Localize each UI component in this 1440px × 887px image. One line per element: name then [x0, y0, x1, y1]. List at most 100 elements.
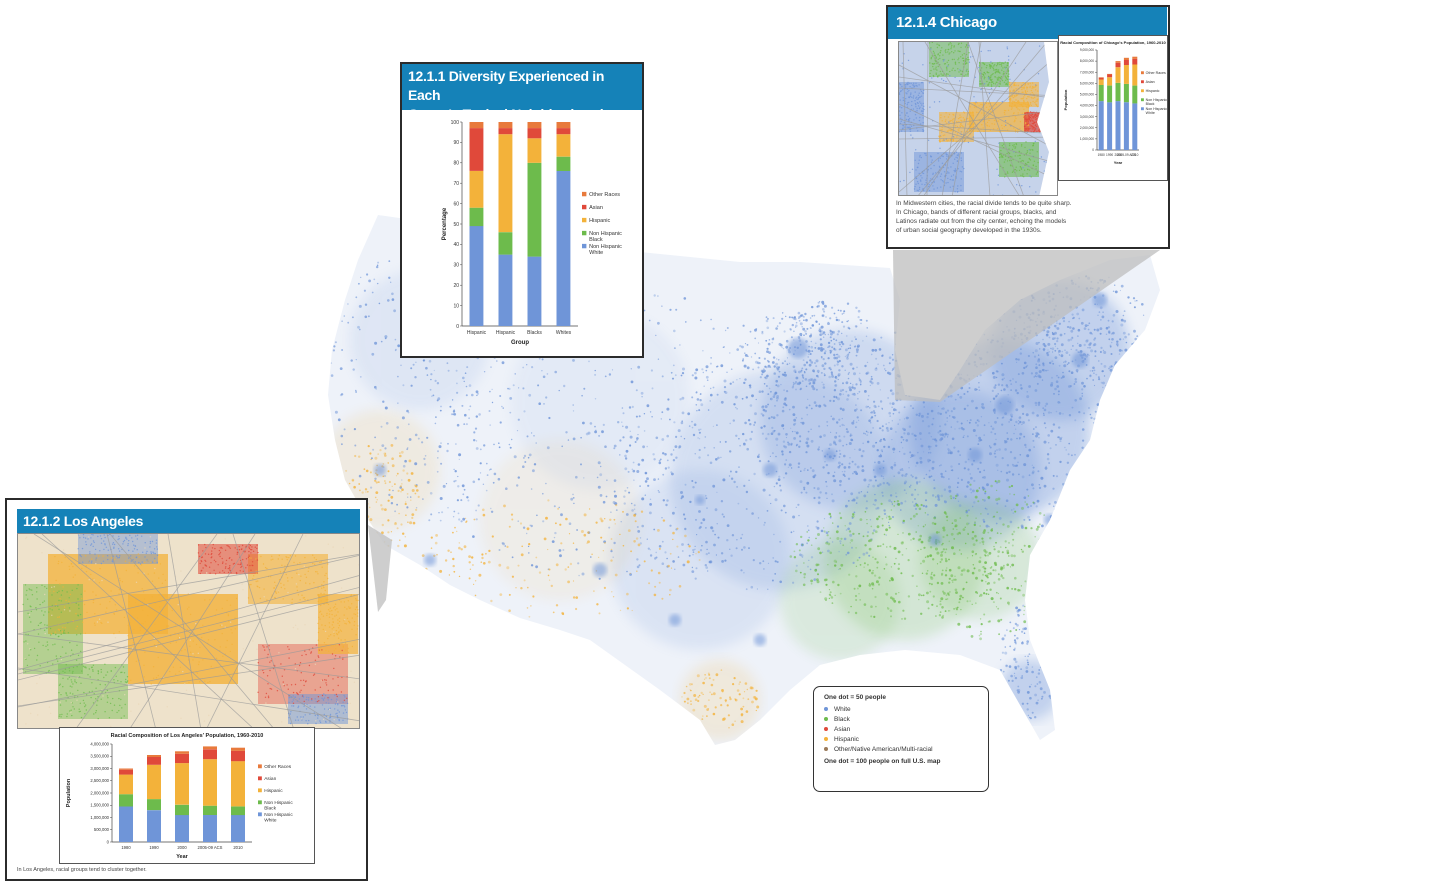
population-dot [1119, 449, 1123, 453]
population-dot [700, 691, 703, 695]
population-dot [813, 578, 817, 581]
population-dot [832, 417, 835, 421]
population-dot [971, 571, 975, 575]
population-dot [776, 395, 779, 398]
population-dot [810, 407, 813, 410]
population-dot [800, 554, 804, 558]
population-dot [440, 405, 442, 408]
population-dot [596, 476, 599, 479]
population-dot [1118, 353, 1121, 355]
population-dot [721, 513, 724, 516]
population-dot [835, 561, 838, 563]
population-dot [745, 710, 749, 713]
population-dot [363, 468, 366, 471]
population-dot [963, 407, 967, 411]
population-dot [365, 491, 367, 493]
population-dot [997, 77, 999, 80]
population-dot [939, 412, 942, 416]
population-dot [749, 423, 752, 426]
population-dot [594, 373, 597, 376]
population-dot [805, 385, 808, 388]
population-dot [841, 341, 843, 343]
population-dot [858, 532, 860, 535]
population-dot [845, 553, 848, 556]
population-dot [714, 533, 716, 536]
population-dot [1017, 690, 1020, 694]
population-dot [1035, 505, 1038, 508]
population-dot [754, 352, 757, 355]
population-dot [1118, 409, 1121, 412]
population-dot [785, 459, 787, 461]
population-dot [611, 369, 614, 371]
population-dot [682, 367, 685, 371]
population-dot [855, 565, 858, 567]
population-dot [1109, 387, 1112, 390]
population-dot [1036, 432, 1040, 436]
population-dot [1010, 674, 1013, 678]
population-dot [407, 423, 410, 426]
population-dot [915, 531, 917, 533]
population-dot [391, 292, 394, 296]
population-dot [497, 477, 501, 481]
population-dot [1132, 408, 1135, 410]
population-dot [558, 389, 560, 392]
population-dot [717, 456, 720, 460]
population-dot [907, 559, 910, 562]
population-dot [453, 409, 456, 411]
population-dot [791, 430, 794, 433]
population-dot [1009, 493, 1011, 495]
population-dot [857, 309, 861, 313]
population-dot [849, 542, 851, 544]
population-dot [983, 499, 986, 502]
population-dot [681, 372, 685, 375]
population-dot [676, 545, 679, 548]
population-dot [813, 361, 817, 365]
population-dot [847, 527, 850, 531]
population-dot [654, 585, 657, 588]
population-dot [854, 611, 858, 615]
population-dot [841, 471, 844, 473]
population-dot [983, 567, 986, 570]
population-dot [795, 506, 797, 508]
population-dot [1043, 440, 1047, 444]
population-dot [1036, 525, 1040, 529]
population-dot [1136, 396, 1139, 399]
population-dot [810, 340, 813, 343]
population-dot [1023, 108, 1025, 111]
population-dot [869, 421, 872, 424]
population-dot [1010, 484, 1014, 488]
population-dot [929, 555, 931, 557]
population-dot [652, 453, 655, 456]
population-dot [817, 563, 820, 566]
population-dot [782, 347, 785, 350]
population-dot [993, 443, 996, 446]
population-dot [905, 416, 909, 420]
population-dot [1015, 117, 1017, 120]
population-dot [581, 394, 583, 397]
population-dot [1033, 355, 1037, 358]
population-dot [960, 42, 963, 44]
population-dot [941, 606, 944, 609]
population-dot [1038, 680, 1042, 684]
population-dot [817, 501, 821, 505]
population-dot [599, 494, 603, 497]
population-dot [1035, 603, 1038, 605]
population-dot [990, 597, 994, 601]
population-dot [719, 441, 721, 443]
population-dot [1017, 84, 1019, 87]
population-dot [872, 427, 874, 429]
population-dot [845, 529, 848, 531]
population-dot [396, 472, 399, 475]
population-dot [439, 569, 443, 573]
population-dot [498, 446, 501, 449]
population-dot [808, 382, 811, 385]
population-dot [1129, 370, 1131, 373]
population-dot [480, 561, 483, 563]
population-dot [692, 708, 696, 712]
population-dot [720, 500, 724, 503]
population-dot [924, 524, 927, 526]
population-dot [560, 542, 563, 545]
population-dot [1011, 563, 1015, 567]
population-dot [1025, 86, 1028, 88]
population-dot [956, 157, 959, 159]
